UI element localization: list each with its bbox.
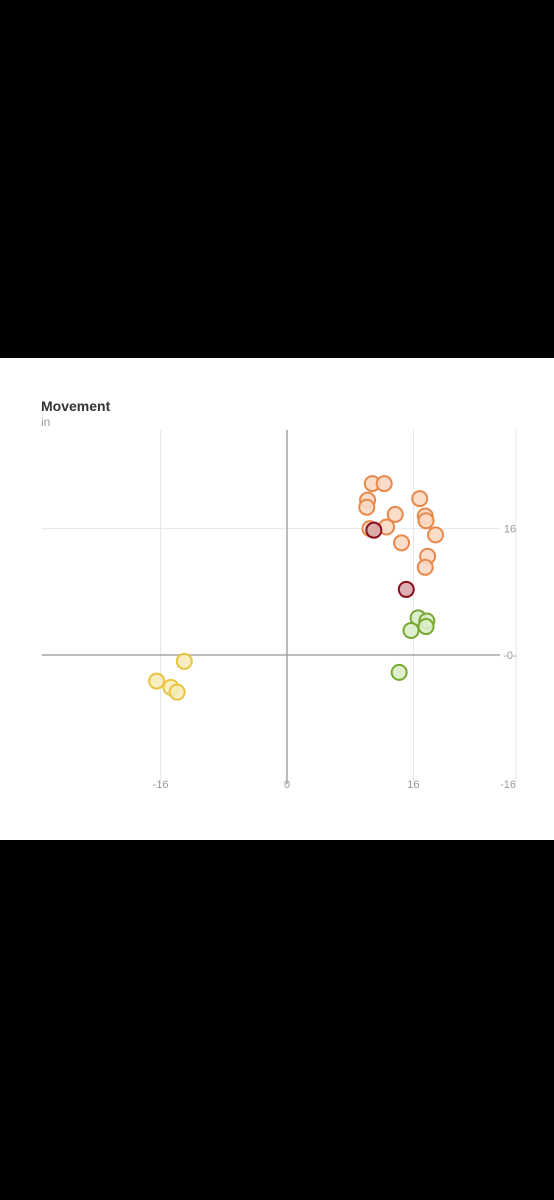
data-point — [375, 475, 393, 493]
data-point — [386, 505, 404, 523]
data-point — [393, 534, 411, 552]
chart-title: Movement — [41, 398, 111, 414]
data-point — [168, 683, 186, 701]
grid-layer — [42, 430, 517, 784]
data-point — [417, 512, 435, 530]
data-point — [427, 526, 445, 544]
data-point — [148, 672, 166, 690]
chart-card: Movement in -16 0 16 -16 16 -0- — [0, 358, 554, 840]
axis-layer — [42, 430, 500, 784]
data-point — [175, 652, 193, 670]
data-point — [417, 618, 435, 636]
x-tick-label: 16 — [407, 779, 419, 791]
point-layer — [148, 475, 445, 701]
data-point — [402, 622, 420, 640]
scatter-plot: -16 0 16 -16 16 -0- — [42, 430, 517, 791]
tick-layer: -16 0 16 -16 16 -0- — [153, 524, 517, 791]
y-tick-label: -0- — [503, 650, 517, 662]
data-point — [397, 580, 415, 598]
data-point — [358, 498, 376, 516]
data-point — [411, 490, 429, 508]
x-tick-label: 0 — [284, 779, 290, 791]
x-tick-label: -16 — [153, 779, 169, 791]
x-tick-label: -16 — [500, 779, 516, 791]
y-tick-label: 16 — [504, 524, 516, 536]
data-point — [416, 558, 434, 576]
data-point — [390, 663, 408, 681]
chart-subtitle: in — [41, 415, 51, 429]
data-point — [365, 521, 383, 539]
